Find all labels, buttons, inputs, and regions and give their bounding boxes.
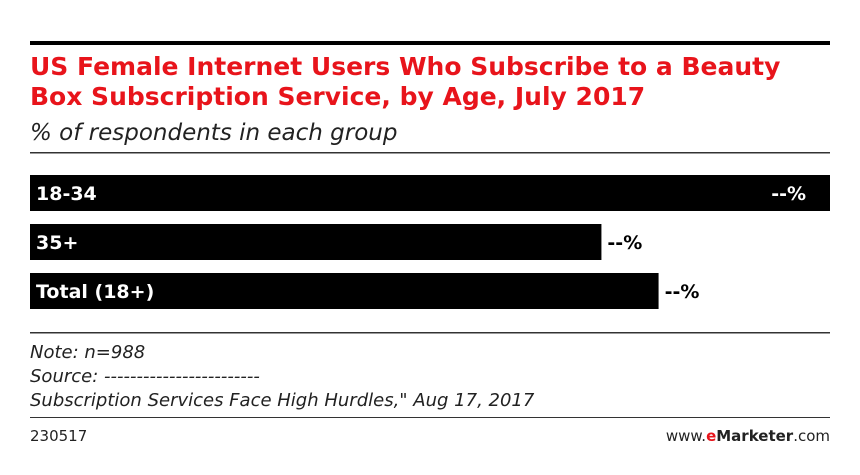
top-rule: [30, 41, 830, 45]
site-part: e: [706, 427, 716, 445]
chart-title: US Female Internet Users Who Subscribe t…: [30, 52, 780, 81]
value-label: --%: [771, 183, 806, 205]
site: www.eMarketer.com: [666, 427, 830, 445]
category-label: 35+: [36, 232, 78, 254]
source: Subscription Services Face High Hurdles,…: [30, 390, 535, 411]
value-label: --%: [607, 232, 642, 254]
bar: [30, 224, 602, 260]
chart-subtitle: % of respondents in each group: [30, 120, 397, 146]
category-label: Total (18+): [36, 281, 154, 303]
source: Source: ------------------------: [30, 366, 260, 387]
category-label: 18-34: [36, 183, 97, 205]
value-label: --%: [665, 281, 700, 303]
bar: [30, 273, 659, 309]
site-part: Marketer: [716, 427, 794, 445]
site-part: www.: [666, 427, 706, 445]
bar: [30, 175, 830, 211]
chart-title: Box Subscription Service, by Age, July 2…: [30, 82, 645, 111]
rule: [30, 417, 830, 418]
site-part: .com: [793, 427, 830, 445]
note: Note: n=988: [30, 342, 145, 363]
chart-id: 230517: [30, 427, 87, 445]
rule: [30, 332, 830, 334]
rule: [30, 152, 830, 154]
